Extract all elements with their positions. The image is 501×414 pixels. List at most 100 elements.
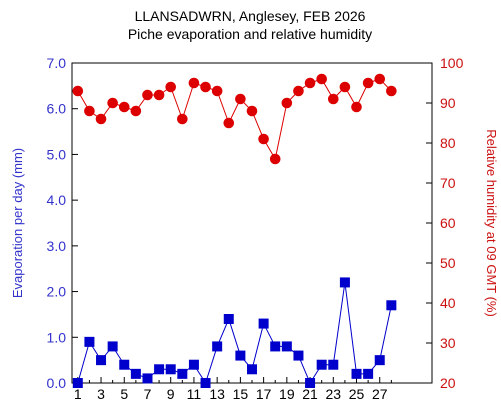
humidity-point [281,97,293,109]
evaporation-point [130,368,141,379]
humidity-point [386,85,397,97]
evaporation-line [77,282,392,385]
right-tick-label: 80 [440,135,456,151]
right-tick-label: 40 [440,295,456,311]
left-axis-ticks: 0.0 1.0 2.0 3.0 4.0 5.0 6.0 7.0 [47,55,78,391]
humidity-point [362,77,374,89]
evaporation-series [72,277,397,388]
evaporation-point [200,378,211,388]
humidity-point [142,89,153,101]
humidity-point [316,73,327,85]
evaporation-point [281,341,292,352]
right-axis-ticks: 20 30 40 50 60 70 80 90 100 [426,55,464,391]
right-tick-label: 100 [440,55,464,71]
left-tick-label: 1.0 [47,329,67,345]
humidity-point [327,93,339,105]
right-tick-label: 50 [440,255,456,271]
humidity-point [95,113,107,125]
evaporation-point [270,341,281,352]
evaporation-point [363,368,374,379]
humidity-point [177,113,188,125]
evaporation-point [84,336,95,347]
left-axis-label: Evaporation per day (mm) [10,148,25,298]
right-tick-label: 70 [440,175,456,191]
evaporation-point [258,318,269,329]
chart-title: LLANSADWRN, Anglesey, FEB 2026 [135,8,366,24]
evaporation-point [339,277,350,288]
evaporation-point [188,359,199,370]
humidity-point [235,93,246,105]
humidity-point [107,97,118,109]
left-tick-label: 2.0 [47,284,67,300]
x-tick-label: 19 [279,386,295,402]
x-tick-label: 11 [187,386,202,402]
evaporation-point [235,350,246,361]
evaporation-point [386,300,397,311]
left-tick-label: 7.0 [47,55,67,71]
left-tick-label: 3.0 [47,238,67,254]
humidity-point [258,133,269,145]
x-tick-label: 21 [302,386,318,402]
chart-subtitle: Piche evaporation and relative humidity [128,26,372,42]
evaporation-point [247,364,257,375]
humidity-point [118,101,130,113]
evaporation-point [316,359,327,370]
evaporation-point [165,364,176,375]
evaporation-point [142,373,153,384]
left-tick-label: 0.0 [47,375,67,391]
x-tick-label: 3 [97,386,105,402]
right-tick-label: 60 [440,215,456,231]
humidity-point [246,105,258,117]
x-tick-label: 17 [256,386,272,402]
evaporation-point [374,355,385,366]
evaporation-point [154,364,165,375]
x-tick-label: 5 [120,386,128,402]
left-tick-label: 5.0 [47,146,67,162]
right-tick-label: 30 [440,335,456,351]
evaporation-point [223,314,234,324]
series-layer [72,73,397,388]
humidity-point [165,81,177,93]
humidity-point [374,73,386,85]
left-tick-label: 6.0 [47,101,67,117]
x-tick-label: 23 [326,386,342,402]
humidity-point [269,153,281,165]
x-tick-label: 27 [372,386,388,402]
x-tick-label: 13 [209,386,225,402]
x-tick-label: 25 [349,386,365,402]
evaporation-point [96,355,107,366]
x-tick-label: 1 [74,386,82,402]
humidity-series [72,73,397,165]
humidity-point [200,81,211,93]
evaporation-point [119,359,130,370]
humidity-point [130,105,142,117]
right-tick-label: 20 [440,375,456,391]
humidity-point [84,105,95,117]
x-tick-label: 7 [144,386,152,402]
evaporation-point [212,341,223,352]
humidity-line [77,78,392,161]
humidity-point [351,101,362,113]
evaporation-point [72,378,83,388]
evaporation-point [305,378,316,388]
evaporation-point [177,368,188,379]
x-axis-ticks: 1 3 5 7 9 11 13 15 17 19 21 23 25 27 [74,377,392,402]
humidity-point [188,77,200,89]
evaporation-point [328,359,339,370]
evaporation-point [293,350,304,361]
left-tick-label: 4.0 [47,192,67,208]
evaporation-point [107,341,118,352]
evaporation-point [351,368,362,379]
humidity-point [153,89,165,101]
x-tick-label: 15 [233,386,249,402]
humidity-point [339,81,351,93]
humidity-point [223,117,235,129]
right-tick-label: 90 [440,95,456,111]
humidity-point [211,85,223,97]
right-axis-label: Relative humidity at 09 GMT (%) [484,129,499,317]
humidity-point [304,77,316,89]
humidity-point [72,85,84,97]
x-tick-label: 9 [167,386,175,402]
humidity-point [293,85,304,97]
